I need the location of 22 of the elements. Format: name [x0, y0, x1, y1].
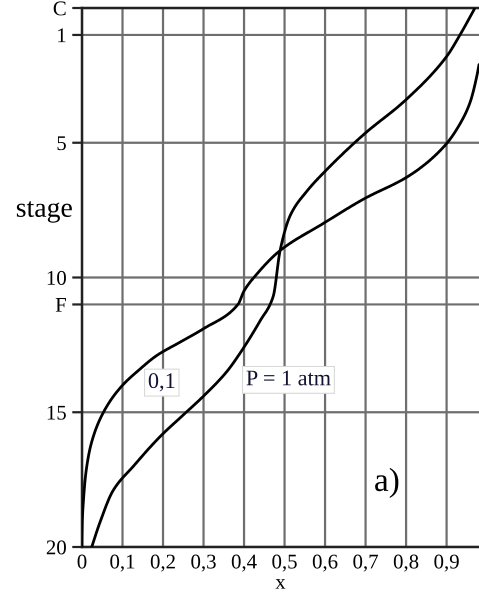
x-tick-label: 0,5 — [272, 554, 297, 572]
y-axis-title: stage — [16, 201, 72, 223]
y-tick-label: F — [56, 298, 66, 312]
x-tick-label: 0,3 — [191, 554, 216, 572]
y-tick-label: 10 — [48, 270, 66, 285]
y-tick-label: 15 — [48, 406, 66, 420]
y-tick-label: 5 — [58, 136, 66, 150]
annotation: 0,1 — [148, 373, 174, 392]
x-tick-label: 0,4 — [232, 554, 257, 572]
y-tick-label: C — [54, 1, 66, 16]
y-tick-label: 20 — [46, 540, 66, 554]
x-tick-label: 0,7 — [353, 554, 378, 572]
x-axis-title: x — [275, 579, 286, 589]
annotation: P = 1 atm — [246, 370, 331, 386]
x-tick-label: 0,9 — [434, 554, 459, 572]
x-tick-label: 0 — [78, 554, 86, 569]
y-tick-label: 1 — [58, 28, 66, 42]
x-tick-label: 0,6 — [312, 554, 338, 572]
annotation: a) — [375, 468, 398, 498]
x-tick-label: 0,2 — [150, 554, 175, 572]
x-tick-label: 0,1 — [110, 554, 134, 572]
x-tick-label: 0,8 — [394, 554, 418, 572]
